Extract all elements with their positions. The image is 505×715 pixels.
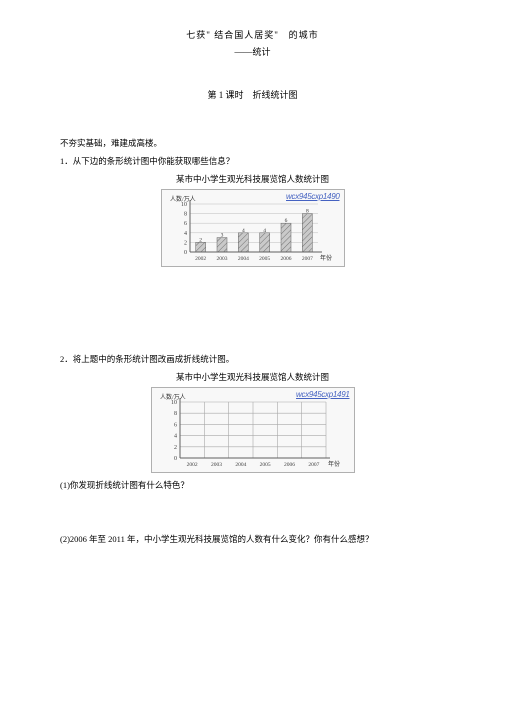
lesson-heading: 第 1 课时 折线统计图 xyxy=(60,88,445,101)
svg-text:2003: 2003 xyxy=(211,462,222,468)
svg-text:2: 2 xyxy=(184,240,187,246)
svg-text:4: 4 xyxy=(263,228,266,234)
title-prefix: 七获" xyxy=(186,30,211,40)
svg-text:6: 6 xyxy=(284,218,287,224)
svg-text:6: 6 xyxy=(174,422,177,428)
svg-text:人数/万人: 人数/万人 xyxy=(160,393,186,401)
doc-title: 七获" 结合国人居奖" 的城市 xyxy=(60,28,445,41)
svg-text:2: 2 xyxy=(199,237,202,243)
question-2: 2．将上题中的条形统计图改画成折线统计图。 xyxy=(60,353,445,365)
watermark-1: wcx945cxp1490 xyxy=(286,192,339,201)
svg-text:8: 8 xyxy=(174,411,177,417)
svg-text:0: 0 xyxy=(174,456,177,462)
svg-text:4: 4 xyxy=(174,434,177,440)
svg-text:2007: 2007 xyxy=(308,462,319,468)
question-2-sub1: (1)你发现折线统计图有什么特色？ xyxy=(60,479,445,491)
watermark-2: wcx945cxp1491 xyxy=(296,390,349,399)
doc-subtitle: ——统计 xyxy=(60,45,445,58)
svg-text:4: 4 xyxy=(241,228,244,234)
svg-text:2004: 2004 xyxy=(237,256,248,262)
svg-text:年份: 年份 xyxy=(320,254,332,262)
svg-text:4: 4 xyxy=(184,231,187,237)
title-award: 结合国人居奖" xyxy=(214,30,279,40)
svg-text:2002: 2002 xyxy=(195,256,206,262)
svg-text:2007: 2007 xyxy=(301,256,312,262)
svg-text:2006: 2006 xyxy=(284,462,295,468)
svg-text:人数/万人: 人数/万人 xyxy=(170,195,196,203)
svg-text:3: 3 xyxy=(220,233,223,239)
svg-text:2005: 2005 xyxy=(259,256,270,262)
bar-chart: wcx945cxp1490 02468102200232003420044200… xyxy=(161,189,345,267)
svg-text:0: 0 xyxy=(184,250,187,256)
question-1: 1．从下边的条形统计图中你能获取哪些信息？ xyxy=(60,155,445,167)
svg-text:2005: 2005 xyxy=(259,462,270,468)
svg-text:2: 2 xyxy=(174,445,177,451)
foundation-text: 不夯实基础，难建成高楼。 xyxy=(60,137,445,149)
svg-text:年份: 年份 xyxy=(328,460,340,468)
svg-text:2006: 2006 xyxy=(280,256,291,262)
svg-text:2002: 2002 xyxy=(186,462,197,468)
question-2-sub2: (2)2006 年至 2011 年，中小学生观光科技展览馆的人数有什么变化？你有… xyxy=(60,533,445,545)
svg-text:2003: 2003 xyxy=(216,256,227,262)
svg-text:2004: 2004 xyxy=(235,462,246,468)
chart-2-caption: 某市中小学生观光科技展览馆人数统计图 xyxy=(60,371,445,383)
svg-text:6: 6 xyxy=(184,221,187,227)
grid-chart: wcx945cxp1491 02468102002200320042005200… xyxy=(151,387,355,473)
title-suffix: 的城市 xyxy=(289,30,319,40)
chart-1-caption: 某市中小学生观光科技展览馆人数统计图 xyxy=(60,173,445,185)
svg-text:8: 8 xyxy=(184,212,187,218)
svg-text:8: 8 xyxy=(305,209,308,215)
